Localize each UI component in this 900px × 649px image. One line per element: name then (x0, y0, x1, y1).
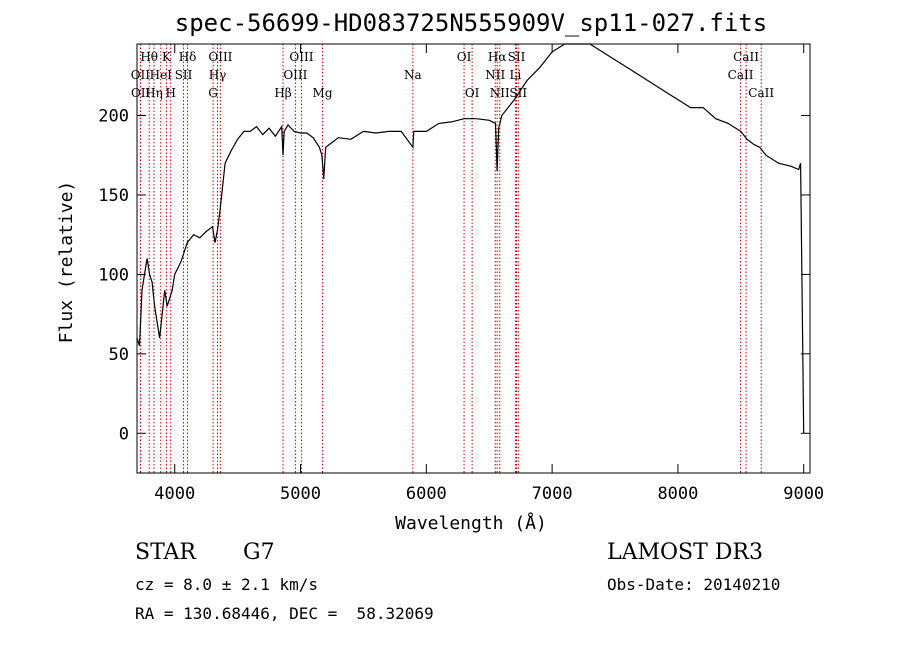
line-label-8: CaII (733, 50, 759, 64)
line-label-16: Li (509, 68, 521, 82)
line-label-17: CaII (728, 68, 754, 82)
object-class: STAR (135, 540, 196, 565)
line-label-3: OIII (208, 50, 232, 64)
line-label-19: Hη (145, 86, 163, 100)
x-tick-label-5: 9000 (783, 484, 824, 504)
y-tick-label-2: 100 (98, 265, 129, 285)
line-label-20: H (165, 86, 175, 100)
line-label-6: Hα (488, 50, 507, 64)
y-tick-label-0: 0 (119, 424, 129, 444)
y-tick-label-4: 200 (98, 107, 129, 127)
axis-ticks: 4000 5000 6000 7000 8000 9000 0 50 100 150 200 (98, 44, 824, 504)
observation-date: Obs-Date: 20140210 (607, 575, 781, 594)
line-label-25: NII (490, 86, 510, 100)
line-label-2: Hδ (179, 50, 197, 64)
x-tick-label-3: 7000 (532, 484, 573, 504)
redshift-velocity: cz = 8.0 ± 2.1 km/s (135, 575, 319, 594)
line-label-27: CaII (748, 86, 774, 100)
x-tick-label-1: 5000 (280, 484, 321, 504)
line-label-5: OI (457, 50, 472, 64)
line-label-4: OIII (289, 50, 313, 64)
line-label-24: OI (465, 86, 480, 100)
object-subclass: G7 (243, 540, 275, 565)
line-label-0: Hθ (140, 50, 158, 64)
survey-name: LAMOST DR3 (607, 540, 763, 565)
line-label-15: NII (485, 68, 505, 82)
y-tick-label-1: 50 (109, 345, 129, 365)
chart-title: spec-56699-HD083725N555909V_sp11-027.fit… (175, 9, 767, 37)
coordinates: RA = 130.68446, DEC = 58.32069 (135, 604, 434, 623)
line-label-22: Hβ (274, 86, 291, 100)
y-tick-label-3: 150 (98, 186, 129, 206)
y-axis-label: Flux (relative) (56, 181, 77, 344)
spectrum-line (136, 43, 805, 434)
spectral-line-markers (139, 44, 762, 473)
line-label-18: OII (131, 86, 151, 100)
line-label-1: K (162, 50, 172, 64)
x-axis-label: Wavelength (Å) (395, 512, 547, 534)
line-label-13: OIII (283, 68, 307, 82)
x-tick-label-2: 6000 (406, 484, 447, 504)
line-label-7: SII (508, 50, 526, 64)
x-tick-label-0: 4000 (154, 484, 195, 504)
line-label-12: Hγ (209, 68, 227, 82)
line-label-26: SII (509, 86, 527, 100)
line-label-9: OII (131, 68, 151, 82)
line-label-14: Na (404, 68, 422, 82)
line-label-11: SII (175, 68, 193, 82)
line-label-21: G (208, 86, 218, 100)
plot-frame (136, 43, 811, 474)
line-label-23: Mg (313, 86, 333, 100)
x-tick-label-4: 8000 (657, 484, 698, 504)
line-label-10: HeI (150, 68, 173, 82)
